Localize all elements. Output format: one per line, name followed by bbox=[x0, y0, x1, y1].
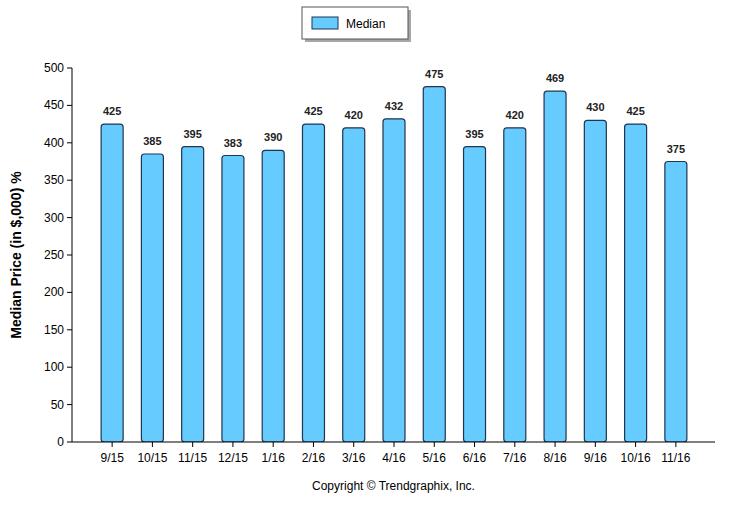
data-label: 425 bbox=[103, 105, 121, 117]
data-label: 383 bbox=[224, 137, 242, 149]
x-tick-label: 12/15 bbox=[218, 451, 248, 465]
x-tick-label: 7/16 bbox=[503, 451, 527, 465]
data-label: 420 bbox=[506, 109, 524, 121]
data-label: 420 bbox=[345, 109, 363, 121]
chart-svg: 0 50 100 150 200 250 300 350 400 450 500 425 385 395 3… bbox=[0, 0, 732, 505]
x-tick-label: 6/16 bbox=[463, 451, 487, 465]
y-tick bbox=[67, 68, 72, 69]
x-tick-label: 4/16 bbox=[382, 451, 406, 465]
chart-container: 0 50 100 150 200 250 300 350 400 450 500 425 385 395 3… bbox=[0, 0, 732, 505]
y-tick bbox=[67, 404, 72, 405]
x-tick bbox=[555, 442, 556, 447]
legend-swatch bbox=[312, 17, 338, 29]
data-label: 432 bbox=[385, 100, 403, 112]
bar bbox=[182, 147, 204, 442]
x-tick bbox=[514, 442, 515, 447]
y-tick bbox=[67, 329, 72, 330]
x-tick-label: 3/16 bbox=[342, 451, 366, 465]
bar bbox=[423, 87, 445, 442]
bar bbox=[101, 124, 123, 442]
data-label: 385 bbox=[143, 135, 161, 147]
data-label: 375 bbox=[667, 143, 685, 155]
y-tick-label: 50 bbox=[51, 398, 65, 412]
data-label: 469 bbox=[546, 72, 564, 84]
data-label: 430 bbox=[586, 101, 604, 113]
y-tick bbox=[67, 217, 72, 218]
x-tick bbox=[474, 442, 475, 447]
x-tick-label: 2/16 bbox=[302, 451, 326, 465]
bar bbox=[544, 91, 566, 442]
footer: Copyright © Trendgraphix, Inc. bbox=[312, 479, 475, 493]
y-tick-label: 300 bbox=[44, 211, 64, 225]
x-tick bbox=[112, 442, 113, 447]
data-label: 425 bbox=[304, 105, 322, 117]
x-tick bbox=[232, 442, 233, 447]
y-tick-label: 150 bbox=[44, 323, 64, 337]
y-tick-label: 250 bbox=[44, 248, 64, 262]
x-tick bbox=[353, 442, 354, 447]
x-tick bbox=[313, 442, 314, 447]
data-label: 475 bbox=[425, 68, 443, 80]
data-label: 395 bbox=[465, 128, 483, 140]
x-tick bbox=[675, 442, 676, 447]
legend-label: Median bbox=[346, 17, 385, 31]
page: {"chart_data": {"type": "bar", "y_label"… bbox=[0, 0, 732, 505]
y-tick bbox=[67, 180, 72, 181]
y-tick-label: 200 bbox=[44, 285, 64, 299]
bar bbox=[262, 150, 284, 442]
y-tick-label: 350 bbox=[44, 173, 64, 187]
legend: Median bbox=[302, 7, 411, 42]
data-label: 395 bbox=[183, 128, 201, 140]
x-tick bbox=[595, 442, 596, 447]
bar bbox=[584, 120, 606, 442]
bar bbox=[343, 128, 365, 442]
x-tick-label: 5/16 bbox=[423, 451, 447, 465]
bar bbox=[665, 162, 687, 443]
y-axis-label: Median Price (in $,000) % bbox=[8, 171, 24, 339]
y-tick bbox=[67, 292, 72, 293]
data-label: 425 bbox=[626, 105, 644, 117]
y-tick-label: 100 bbox=[44, 360, 64, 374]
x-tick bbox=[635, 442, 636, 447]
x-tick bbox=[273, 442, 274, 447]
x-tick-label: 8/16 bbox=[543, 451, 567, 465]
x-tick-label: 9/15 bbox=[100, 451, 124, 465]
y-tick-label: 450 bbox=[44, 98, 64, 112]
x-tick-label: 11/15 bbox=[178, 451, 207, 465]
bar bbox=[383, 119, 405, 442]
x-tick-label: 1/16 bbox=[262, 451, 286, 465]
legend-box bbox=[302, 7, 408, 39]
x-tick-label: 10/15 bbox=[137, 451, 167, 465]
y-tick bbox=[67, 367, 72, 368]
x-tick bbox=[192, 442, 193, 447]
data-label: 390 bbox=[264, 131, 282, 143]
bar bbox=[504, 128, 526, 442]
y-tick-label: 500 bbox=[44, 61, 64, 75]
y-tick bbox=[67, 105, 72, 106]
y-tick-label: 0 bbox=[57, 435, 64, 449]
bars bbox=[101, 87, 687, 442]
x-tick-label: 9/16 bbox=[584, 451, 608, 465]
y-axis bbox=[72, 68, 73, 442]
x-tick-label: 11/16 bbox=[661, 451, 690, 465]
y-tick bbox=[67, 142, 72, 143]
bar bbox=[141, 154, 163, 442]
x-tick bbox=[434, 442, 435, 447]
y-tick-label: 400 bbox=[44, 136, 64, 150]
bar bbox=[302, 124, 324, 442]
x-tick-label: 10/16 bbox=[621, 451, 651, 465]
x-tick bbox=[394, 442, 395, 447]
bar bbox=[625, 124, 647, 442]
x-tick bbox=[152, 442, 153, 447]
bar bbox=[464, 147, 486, 442]
y-tick bbox=[67, 255, 72, 256]
bar bbox=[222, 156, 244, 442]
y-tick bbox=[67, 442, 72, 443]
